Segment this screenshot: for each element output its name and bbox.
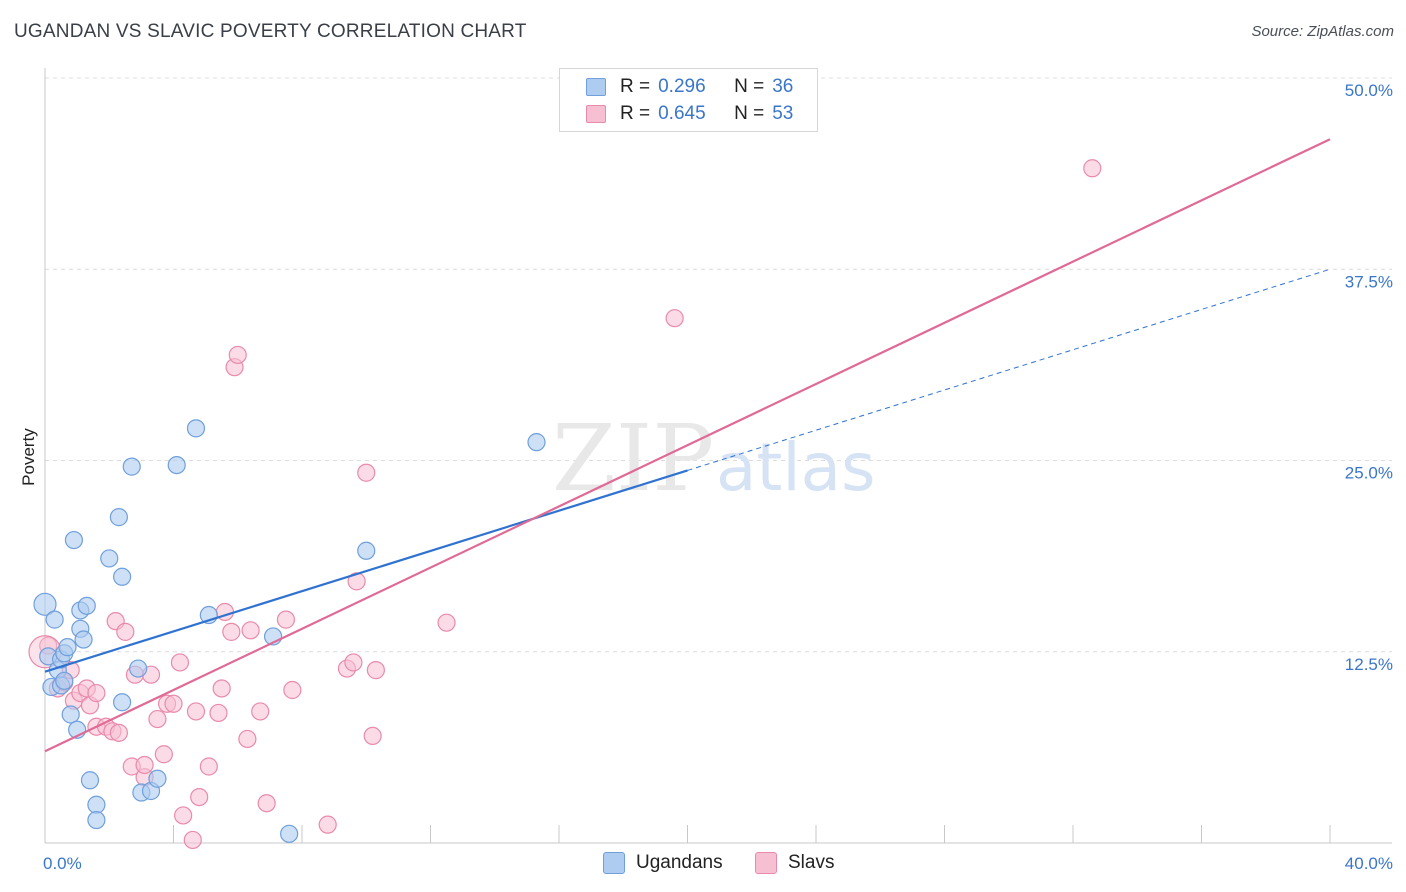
- ugandans-point: [74, 630, 93, 649]
- slavs-point: [241, 621, 260, 640]
- watermark: ZIP atlas: [552, 405, 876, 512]
- ugandans-point: [112, 567, 132, 586]
- slavs-swatch: [586, 105, 606, 123]
- slavs-point: [190, 787, 209, 807]
- watermark-atlas: atlas: [716, 429, 876, 506]
- legend-row-ugandans: R = 0.296 N = 36: [586, 76, 793, 98]
- slavs-legend-label: Slavs: [788, 852, 835, 873]
- slavs-point: [344, 653, 363, 672]
- slavs-legend-swatch: [755, 852, 777, 874]
- ugandans-point: [55, 671, 74, 690]
- ugandans-point: [80, 771, 100, 790]
- slavs-point: [222, 622, 241, 641]
- slavs-point: [174, 806, 193, 825]
- legend-n-label: N =: [734, 103, 765, 124]
- slavs-point: [238, 729, 257, 749]
- ugandans-point: [100, 549, 119, 568]
- slavs-point: [318, 815, 337, 834]
- y-axis-label: Poverty: [19, 428, 38, 486]
- slavs-point: [283, 680, 302, 700]
- slavs-point: [251, 702, 270, 721]
- ugandans-point: [61, 705, 80, 724]
- slavs-point: [164, 694, 183, 713]
- watermark-zip: ZIP: [552, 405, 714, 512]
- bottom-legend-ugandans[interactable]: Ugandans: [603, 852, 723, 874]
- ugandans-r-value: 0.296: [658, 76, 706, 97]
- slavs-point: [357, 463, 376, 482]
- slavs-point: [116, 622, 135, 641]
- tick-labels: 12.5% 25.0% 37.5% 50.0% 0.0% 40.0%: [43, 81, 1393, 873]
- slavs-point: [366, 661, 385, 680]
- legend: R = 0.296 N = 36 R = 0.645 N = 53: [559, 68, 818, 132]
- slavs-point: [87, 683, 106, 703]
- ugandans-point: [280, 824, 299, 843]
- ugandans-trend-line: [44, 469, 688, 673]
- y-tick-label: 25.0%: [1345, 464, 1393, 483]
- slavs-n-value: 53: [772, 103, 794, 124]
- ugandans-point: [129, 659, 148, 678]
- slavs-point: [199, 757, 218, 776]
- slavs-point: [109, 723, 128, 742]
- y-tick-label: 50.0%: [1345, 81, 1393, 100]
- ugandans-legend-label: Ugandans: [636, 852, 723, 873]
- slavs-point: [1083, 159, 1102, 178]
- legend-r-label: R =: [620, 103, 651, 124]
- trend-lines: [44, 138, 1331, 753]
- slavs-point: [148, 709, 167, 729]
- bottom-legend-slavs[interactable]: Slavs: [755, 852, 834, 874]
- slavs-r-value: 0.645: [658, 103, 706, 124]
- slavs-trend-line: [44, 138, 1331, 753]
- ugandans-point: [186, 419, 206, 438]
- ugandans-legend-swatch: [603, 852, 625, 874]
- slavs-point: [363, 726, 382, 746]
- slavs-point: [170, 653, 190, 672]
- legend-row-slavs: R = 0.645 N = 53: [586, 103, 793, 125]
- ugandans-point: [357, 541, 376, 560]
- ugandans-point: [64, 530, 84, 550]
- slavs-point: [347, 572, 366, 591]
- x-tick-label-min: 0.0%: [43, 854, 82, 873]
- slavs-point: [135, 755, 154, 775]
- chart-title: UGANDAN VS SLAVIC POVERTY CORRELATION CH…: [14, 21, 527, 42]
- ugandans-point: [33, 592, 57, 616]
- slavs-point: [257, 794, 276, 813]
- x-tick-label-max: 40.0%: [1345, 854, 1393, 873]
- legend-n-label: N =: [734, 76, 765, 97]
- ugandans-point: [87, 810, 106, 830]
- slavs-point: [154, 745, 173, 764]
- slavs-point: [183, 830, 202, 850]
- ugandans-point: [148, 769, 167, 788]
- ugandans-n-value: 36: [772, 76, 794, 97]
- ugandans-swatch: [586, 78, 606, 96]
- grid: [45, 77, 1392, 653]
- slavs-point: [186, 702, 206, 721]
- ugandans-point: [167, 455, 186, 475]
- ugandans-point: [109, 508, 128, 527]
- y-tick-label: 12.5%: [1345, 655, 1393, 674]
- legend-r-label: R =: [620, 76, 651, 97]
- slavs-point: [209, 703, 228, 723]
- ugandans-point: [527, 433, 546, 452]
- slavs-point: [276, 610, 296, 629]
- ugandans-point: [45, 610, 64, 629]
- slavs-point: [437, 613, 456, 632]
- ugandans-point: [77, 596, 96, 615]
- ugandans-points: [33, 419, 546, 843]
- axes: [44, 68, 1392, 844]
- slavs-point: [212, 679, 231, 698]
- ugandans-point: [87, 795, 106, 814]
- ugandans-point: [112, 693, 132, 712]
- source-label: Source: ZipAtlas.com: [1251, 23, 1394, 40]
- bottom-legend: Ugandans Slavs: [0, 852, 1406, 878]
- ugandans-trend-extrapolation: [687, 268, 1331, 471]
- slavs-point: [665, 309, 684, 328]
- y-tick-label: 37.5%: [1345, 272, 1393, 291]
- ugandans-point: [58, 638, 77, 657]
- slavs-point: [228, 345, 247, 365]
- ugandans-point: [122, 457, 141, 476]
